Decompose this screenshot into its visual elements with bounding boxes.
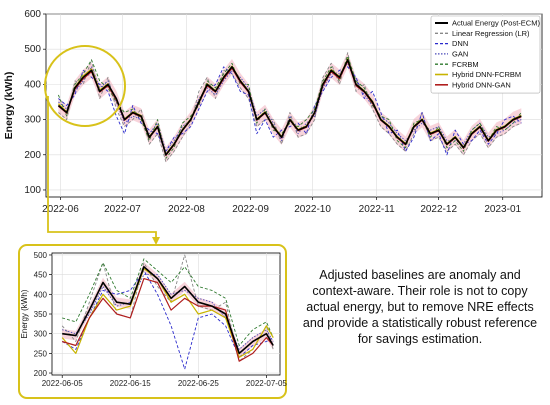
series-line-hybrid-dnn-fcrbm — [61, 268, 274, 358]
y-tick-label: 500 — [34, 251, 48, 260]
legend-entry: Hybrid DNN-GAN — [452, 80, 511, 89]
y-tick-label: 350 — [34, 310, 48, 319]
y-tick-label: 300 — [34, 330, 48, 339]
inset-chart: 200 250 300 350 400 450 500 2022-06-05 2022-06-1… — [20, 251, 287, 388]
y-tick-label: 450 — [34, 271, 48, 280]
series-line-actual-energy-post-ecm- — [62, 266, 274, 355]
x-tick-label: 2022-06 — [42, 204, 79, 215]
x-tick-label: 2022-11 — [359, 204, 395, 215]
x-tick-label: 2023-01 — [484, 204, 521, 215]
highlight-ellipse — [44, 45, 126, 127]
y-tick-label: 500 — [24, 44, 41, 55]
x-tick-label: 2022-06-25 — [178, 379, 219, 388]
zoom-highlight — [44, 45, 160, 245]
series-line-hybrid-dnn-gan — [62, 278, 274, 362]
x-tick-label: 2022-06-15 — [110, 379, 151, 388]
y-tick-label: 600 — [24, 9, 41, 20]
legend-entry: FCRBM — [452, 60, 479, 69]
series-line-dnn — [61, 270, 274, 370]
series-line-gan — [62, 274, 274, 350]
y-tick-label: 400 — [34, 290, 48, 299]
y-tick-label: 100 — [24, 185, 41, 196]
x-tick-label: 2022-06-05 — [42, 379, 83, 388]
annotation-text: Adjusted baselines are anomaly and conte… — [302, 268, 538, 346]
legend-entry: GAN — [452, 50, 468, 59]
legend-entry: Hybrid DNN-FCRBM — [452, 70, 521, 79]
series-line-linear-regression-lr- — [58, 52, 522, 163]
x-tick-label: 2022-07 — [104, 204, 141, 215]
x-tick-label: 2022-07-05 — [246, 379, 287, 388]
legend-entry: Actual Energy (Post-ECM) — [452, 19, 540, 28]
x-tick-label: 2022-09 — [232, 204, 269, 215]
y-tick-label: 200 — [24, 150, 41, 161]
x-tick-label: 2022-10 — [294, 204, 331, 215]
legend: Actual Energy (Post-ECM)Linear Regressio… — [430, 15, 541, 94]
x-tick-label: 2022-12 — [420, 204, 457, 215]
highlight-connector — [47, 96, 157, 240]
series-line-actual-energy-post-ecm- — [57, 59, 522, 156]
y-tick-label: 200 — [34, 369, 48, 378]
y-axis-label: Energy (kWh) — [3, 72, 15, 140]
x-tick-label: 2022-08 — [168, 204, 205, 215]
legend-entry: DNN — [452, 39, 468, 48]
series-line-dnn — [58, 66, 522, 156]
y-tick-label: 250 — [34, 349, 48, 358]
y-tick-label: 400 — [24, 79, 41, 90]
y-tick-label: 300 — [24, 115, 41, 126]
legend-box — [430, 15, 541, 94]
connector-arrowhead — [152, 237, 160, 245]
y-axis-label: Energy (kWh) — [20, 289, 29, 338]
series-line-fcrbm — [62, 258, 274, 346]
legend-entry: Linear Regression (LR) — [452, 29, 530, 38]
